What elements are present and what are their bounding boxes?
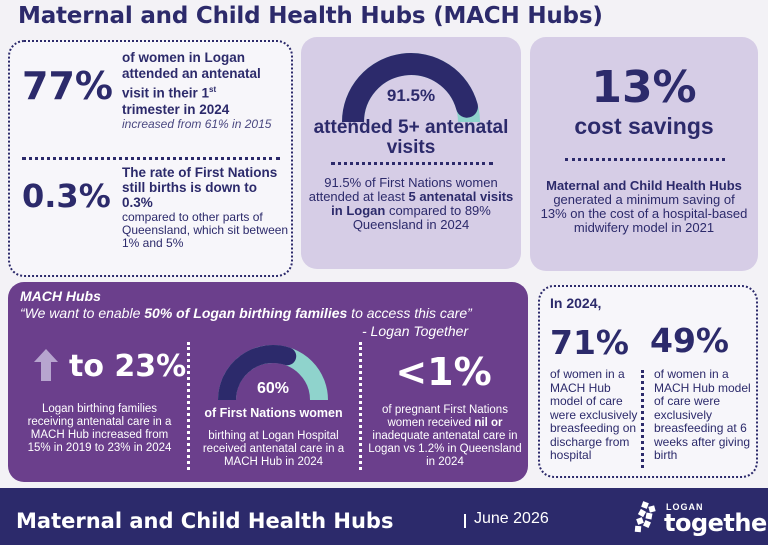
footer-date: June 2026	[474, 510, 549, 527]
divider	[565, 158, 725, 161]
cost-savings-panel	[530, 37, 758, 271]
logan-together-logo-icon	[634, 501, 656, 533]
cost-savings-heading: cost savings	[574, 113, 714, 139]
divider	[359, 342, 362, 470]
gauge-60	[218, 345, 328, 400]
divider	[641, 370, 644, 468]
stat-49-percent: 49%	[650, 321, 729, 360]
stat-71-percent: 71%	[550, 323, 629, 362]
divider	[187, 342, 190, 470]
breastfeeding-year: In 2024,	[550, 295, 602, 311]
stat-0-3-percent: 0.3%	[22, 177, 111, 215]
divider	[22, 157, 280, 160]
stat-49-description: of women in a MACH Hub model of care wer…	[654, 367, 751, 462]
antenatal-visits-panel	[301, 37, 521, 269]
gauge-fill	[218, 345, 297, 400]
stat-less-than-1-percent: <1%	[395, 350, 492, 394]
gauge-91-5	[342, 53, 480, 122]
footer-separator	[464, 514, 466, 528]
stat-77-note: increased from 61% in 2015	[122, 117, 272, 131]
stat-60-description: birthing at Logan Hospital received ante…	[202, 430, 345, 468]
antenatal-visits-description: 91.5% of First Nations women attended at…	[308, 175, 514, 232]
arrow-up-icon	[34, 349, 58, 381]
breastfeeding-panel	[538, 285, 758, 478]
logo-logan-text: LOGAN	[666, 502, 704, 512]
stat-23-percent: to 23%	[69, 349, 187, 384]
stat-13-percent: 13%	[591, 62, 697, 113]
cost-savings-description: Maternal and Child Health Hubs generated…	[540, 178, 748, 235]
stat-77-percent: 77%	[22, 64, 113, 108]
mach-hubs-label: MACH Hubs	[20, 288, 101, 304]
stat-less-than-1-description: of pregnant First Nations women received…	[368, 404, 522, 468]
gauge-91-5-label: 91.5%	[386, 86, 436, 105]
page-title: Maternal and Child Health Hubs (MACH Hub…	[18, 3, 603, 29]
stat-77-description: of women in Logan attended an antenatal …	[122, 50, 261, 117]
stat-60-heading: of First Nations women	[204, 406, 343, 420]
footer-title: Maternal and Child Health Hubs	[16, 509, 394, 533]
antenatal-visits-heading: attended 5+ antenatal visits	[313, 117, 509, 158]
stat-0-3-description: compared to other parts of Queensland, w…	[122, 210, 289, 250]
divider	[331, 162, 493, 165]
stat-71-description: of women in a MACH Hub model of care wer…	[550, 367, 638, 462]
stat-23-description: Logan birthing families receiving antena…	[27, 403, 172, 454]
stat-60-percent: 60%	[256, 380, 290, 397]
mach-hubs-panel	[8, 282, 528, 482]
footer-bar	[0, 488, 768, 545]
logo-together-text: together	[664, 509, 768, 537]
mach-hubs-quote: “We want to enable 50% of Logan birthing…	[20, 305, 472, 321]
gauge-fill	[342, 53, 478, 122]
stat-0-3-heading: The rate of First Nations still births i…	[122, 165, 278, 210]
quote-attribution: - Logan Together	[362, 323, 469, 339]
